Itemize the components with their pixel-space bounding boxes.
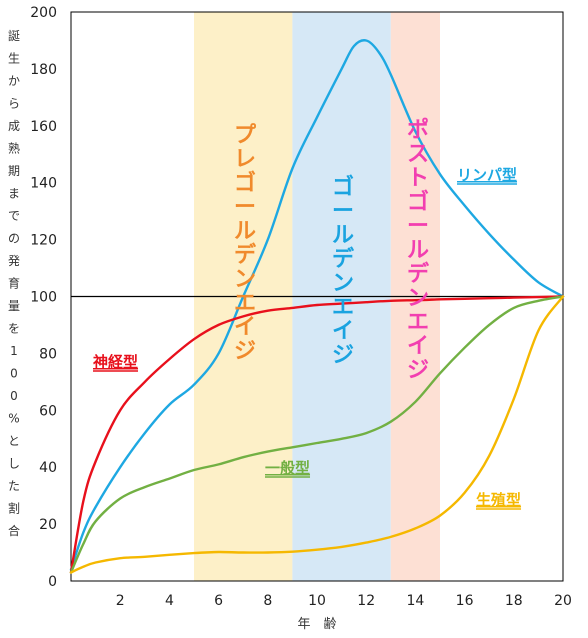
y-tick-label: 180 <box>30 62 57 78</box>
x-tick-label: 10 <box>308 593 326 609</box>
series-label-0: リンパ型 <box>457 166 517 184</box>
x-tick-label: 4 <box>165 593 174 609</box>
axes: 0 20 40 60 80 100 120 140 160 180 200 2 4 6 8 10 12 14 16 1… <box>30 5 572 609</box>
y-tick-label: 80 <box>39 346 57 362</box>
y-tick-label: 40 <box>39 460 57 476</box>
y-axis-label: 誕生から成熟期までの発育量を 1 0 0 %とした割合 <box>8 29 20 538</box>
series-line-2 <box>69 295 565 574</box>
series-label-2: 一般型 <box>265 459 310 477</box>
x-tick-label: 8 <box>263 593 272 609</box>
y-tick-label: 160 <box>30 119 57 135</box>
y-tick-label: 0 <box>48 574 57 590</box>
x-tick-label: 2 <box>116 593 125 609</box>
band-label-1: ゴールデンエイジ <box>332 174 355 368</box>
x-tick-label: 16 <box>456 593 474 609</box>
y-tick-label: 200 <box>30 5 57 21</box>
y-tick-label: 100 <box>30 290 57 306</box>
series-label-1: 神経型 <box>93 353 138 371</box>
series-line-0 <box>69 39 565 571</box>
x-axis-label: 年 齢 <box>297 617 336 632</box>
y-tick-label: 140 <box>30 176 57 192</box>
series-lines <box>69 39 565 574</box>
x-tick-label: 14 <box>406 593 424 609</box>
series-line-3 <box>69 295 565 574</box>
y-tick-label: 120 <box>30 233 57 249</box>
y-tick-label: 20 <box>39 517 57 533</box>
x-tick-label: 18 <box>505 593 523 609</box>
y-tick-label: 60 <box>39 403 57 419</box>
series-line-1 <box>69 295 565 574</box>
labels: プレゴールデンエイジ ゴールデンエイジ ポストゴールデンエイジ リンパ型神経型一般型生… <box>8 29 522 632</box>
band-label-2: ポストゴールデンエイジ <box>407 117 430 383</box>
x-tick-label: 12 <box>357 593 375 609</box>
band-label-0: プレゴールデンエイジ <box>234 123 257 364</box>
series-label-3: 生殖型 <box>476 491 521 509</box>
x-tick-label: 20 <box>554 593 572 609</box>
x-tick-label: 6 <box>214 593 223 609</box>
